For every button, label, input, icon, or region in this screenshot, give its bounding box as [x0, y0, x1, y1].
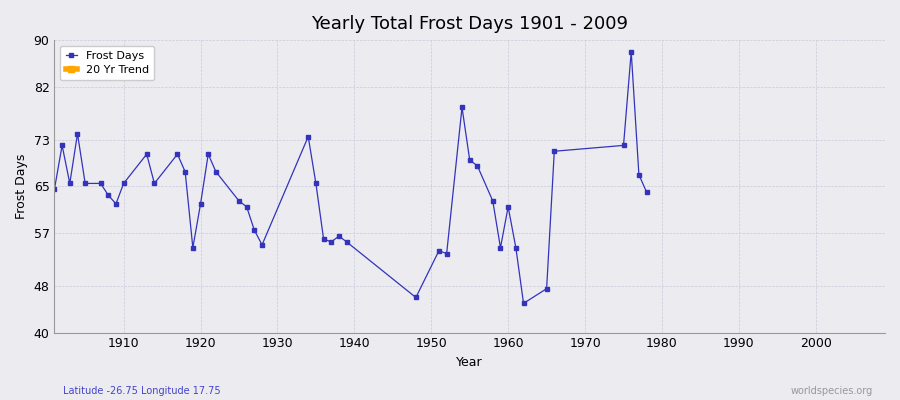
Legend: Frost Days, 20 Yr Trend: Frost Days, 20 Yr Trend	[60, 46, 154, 80]
Frost Days	[634, 172, 644, 177]
Frost Days	[149, 181, 160, 186]
Frost Days	[472, 164, 482, 168]
Line: Frost Days: Frost Days	[53, 50, 648, 305]
Frost Days	[641, 190, 652, 194]
Y-axis label: Frost Days: Frost Days	[15, 154, 28, 219]
Frost Days	[111, 202, 122, 206]
Frost Days	[65, 181, 76, 186]
Frost Days	[249, 228, 260, 233]
Frost Days	[256, 242, 267, 247]
Text: Latitude -26.75 Longitude 17.75: Latitude -26.75 Longitude 17.75	[63, 386, 220, 396]
Frost Days	[118, 181, 129, 186]
Frost Days	[187, 245, 198, 250]
Frost Days	[241, 204, 252, 209]
Frost Days	[464, 158, 475, 162]
Frost Days	[626, 50, 636, 54]
X-axis label: Year: Year	[456, 356, 483, 369]
Frost Days	[549, 149, 560, 154]
Frost Days	[234, 198, 245, 203]
Frost Days	[195, 202, 206, 206]
Frost Days	[95, 181, 106, 186]
Frost Days	[202, 152, 213, 156]
Frost Days	[80, 181, 91, 186]
Frost Days	[326, 240, 337, 244]
Frost Days	[541, 286, 552, 291]
Frost Days	[211, 169, 221, 174]
Frost Days	[618, 143, 629, 148]
Frost Days	[495, 245, 506, 250]
Frost Days	[503, 204, 514, 209]
Frost Days	[310, 181, 321, 186]
Frost Days	[57, 143, 68, 148]
Frost Days	[410, 295, 421, 300]
Frost Days	[441, 251, 452, 256]
Frost Days	[488, 198, 499, 203]
Frost Days	[334, 234, 345, 238]
Frost Days	[510, 245, 521, 250]
Frost Days	[456, 105, 467, 110]
Frost Days	[319, 236, 329, 241]
Title: Yearly Total Frost Days 1901 - 2009: Yearly Total Frost Days 1901 - 2009	[311, 15, 628, 33]
Frost Days	[141, 152, 152, 156]
Frost Days	[172, 152, 183, 156]
Frost Days	[72, 131, 83, 136]
Frost Days	[302, 134, 313, 139]
Frost Days	[341, 240, 352, 244]
Frost Days	[49, 187, 59, 192]
Frost Days	[103, 193, 113, 198]
Text: worldspecies.org: worldspecies.org	[791, 386, 873, 396]
Frost Days	[518, 301, 529, 306]
Frost Days	[434, 248, 445, 253]
Frost Days	[180, 169, 191, 174]
